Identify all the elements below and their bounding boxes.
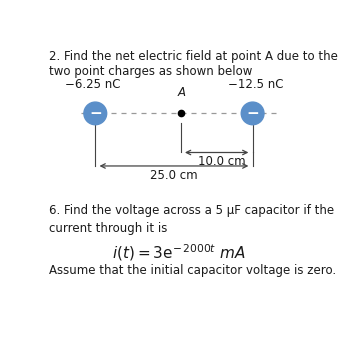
Text: $i(t) = \mathrm{3e}^{-\,\mathregular{2000}t}\ \mathit{mA}$: $i(t) = \mathrm{3e}^{-\,\mathregular{200…: [112, 243, 246, 264]
Text: −: −: [89, 106, 102, 121]
Text: current through it is: current through it is: [49, 222, 168, 235]
Circle shape: [84, 102, 107, 125]
Text: Assume that the initial capacitor voltage is zero.: Assume that the initial capacitor voltag…: [49, 264, 336, 277]
Text: −: −: [246, 106, 259, 121]
Text: 6. Find the voltage across a 5 μF capacitor if the: 6. Find the voltage across a 5 μF capaci…: [49, 204, 334, 217]
Circle shape: [241, 102, 264, 125]
Text: 2. Find the net electric field at point A due to the: 2. Find the net electric field at point …: [49, 50, 338, 63]
Text: −12.5 nC: −12.5 nC: [228, 78, 283, 91]
Text: 10.0 cm: 10.0 cm: [198, 155, 246, 168]
Text: two point charges as shown below: two point charges as shown below: [49, 65, 253, 78]
Text: −6.25 nC: −6.25 nC: [65, 78, 120, 91]
Text: A: A: [178, 86, 186, 99]
Text: 25.0 cm: 25.0 cm: [150, 169, 198, 182]
